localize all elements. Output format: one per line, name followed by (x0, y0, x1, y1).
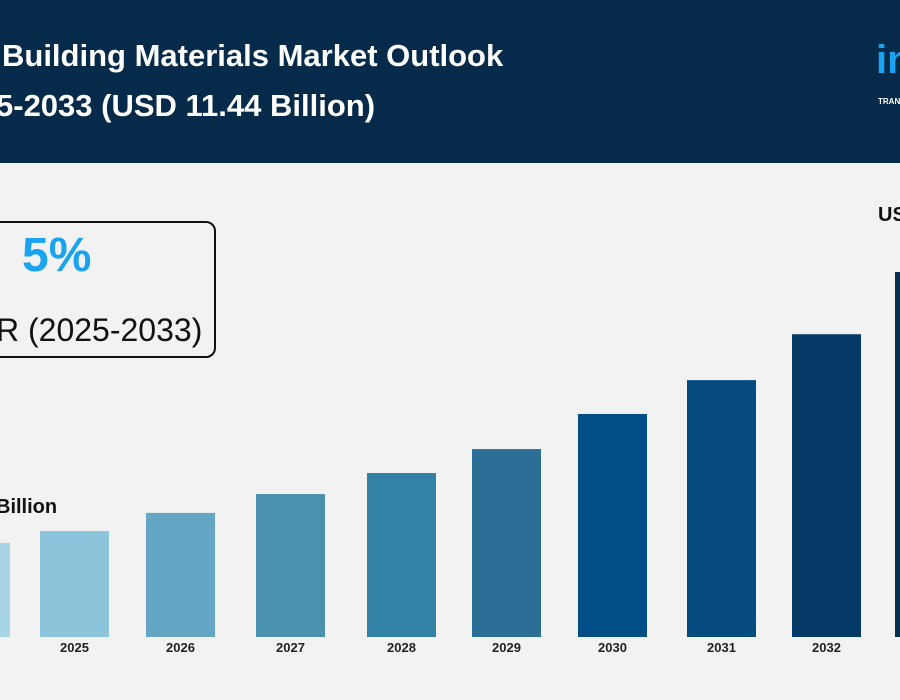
bar-2028 (367, 473, 436, 637)
x-tick-label: 2032 (812, 640, 841, 655)
cagr-box (0, 221, 216, 358)
x-tick-label: 2026 (166, 640, 195, 655)
start-value-label: Billion (0, 496, 58, 518)
title-line-2: 5-2033 (USD 11.44 Billion) (0, 88, 376, 123)
bar-2026 (146, 512, 215, 637)
x-tick-label: 2027 (276, 640, 305, 655)
x-tick-label: 2025 (60, 640, 89, 655)
x-tick-label: 2028 (387, 640, 416, 655)
bar-2033 (895, 272, 900, 637)
bar-2027 (256, 494, 325, 637)
title-line-1: Building Materials Market Outlook (2, 38, 504, 73)
bar-2030 (578, 413, 647, 637)
x-tick-label: 2029 (492, 640, 521, 655)
cagr-label: R (2025-2033) (0, 312, 203, 348)
bar-2024 (0, 542, 10, 637)
bar-2031 (687, 380, 756, 637)
header-banner: Building Materials Market Outlook 5-2033… (0, 0, 900, 163)
x-tick-label: 2031 (707, 640, 736, 655)
bar-2029 (472, 449, 541, 637)
cagr-value: 5% (22, 229, 92, 282)
end-value-label: US (878, 204, 900, 226)
bar-2032 (792, 334, 861, 637)
x-tick-label: 2030 (598, 640, 627, 655)
brand-logo-subtext: TRAN (878, 97, 900, 106)
brand-logo: in (876, 38, 900, 82)
bar-2025 (40, 531, 109, 637)
